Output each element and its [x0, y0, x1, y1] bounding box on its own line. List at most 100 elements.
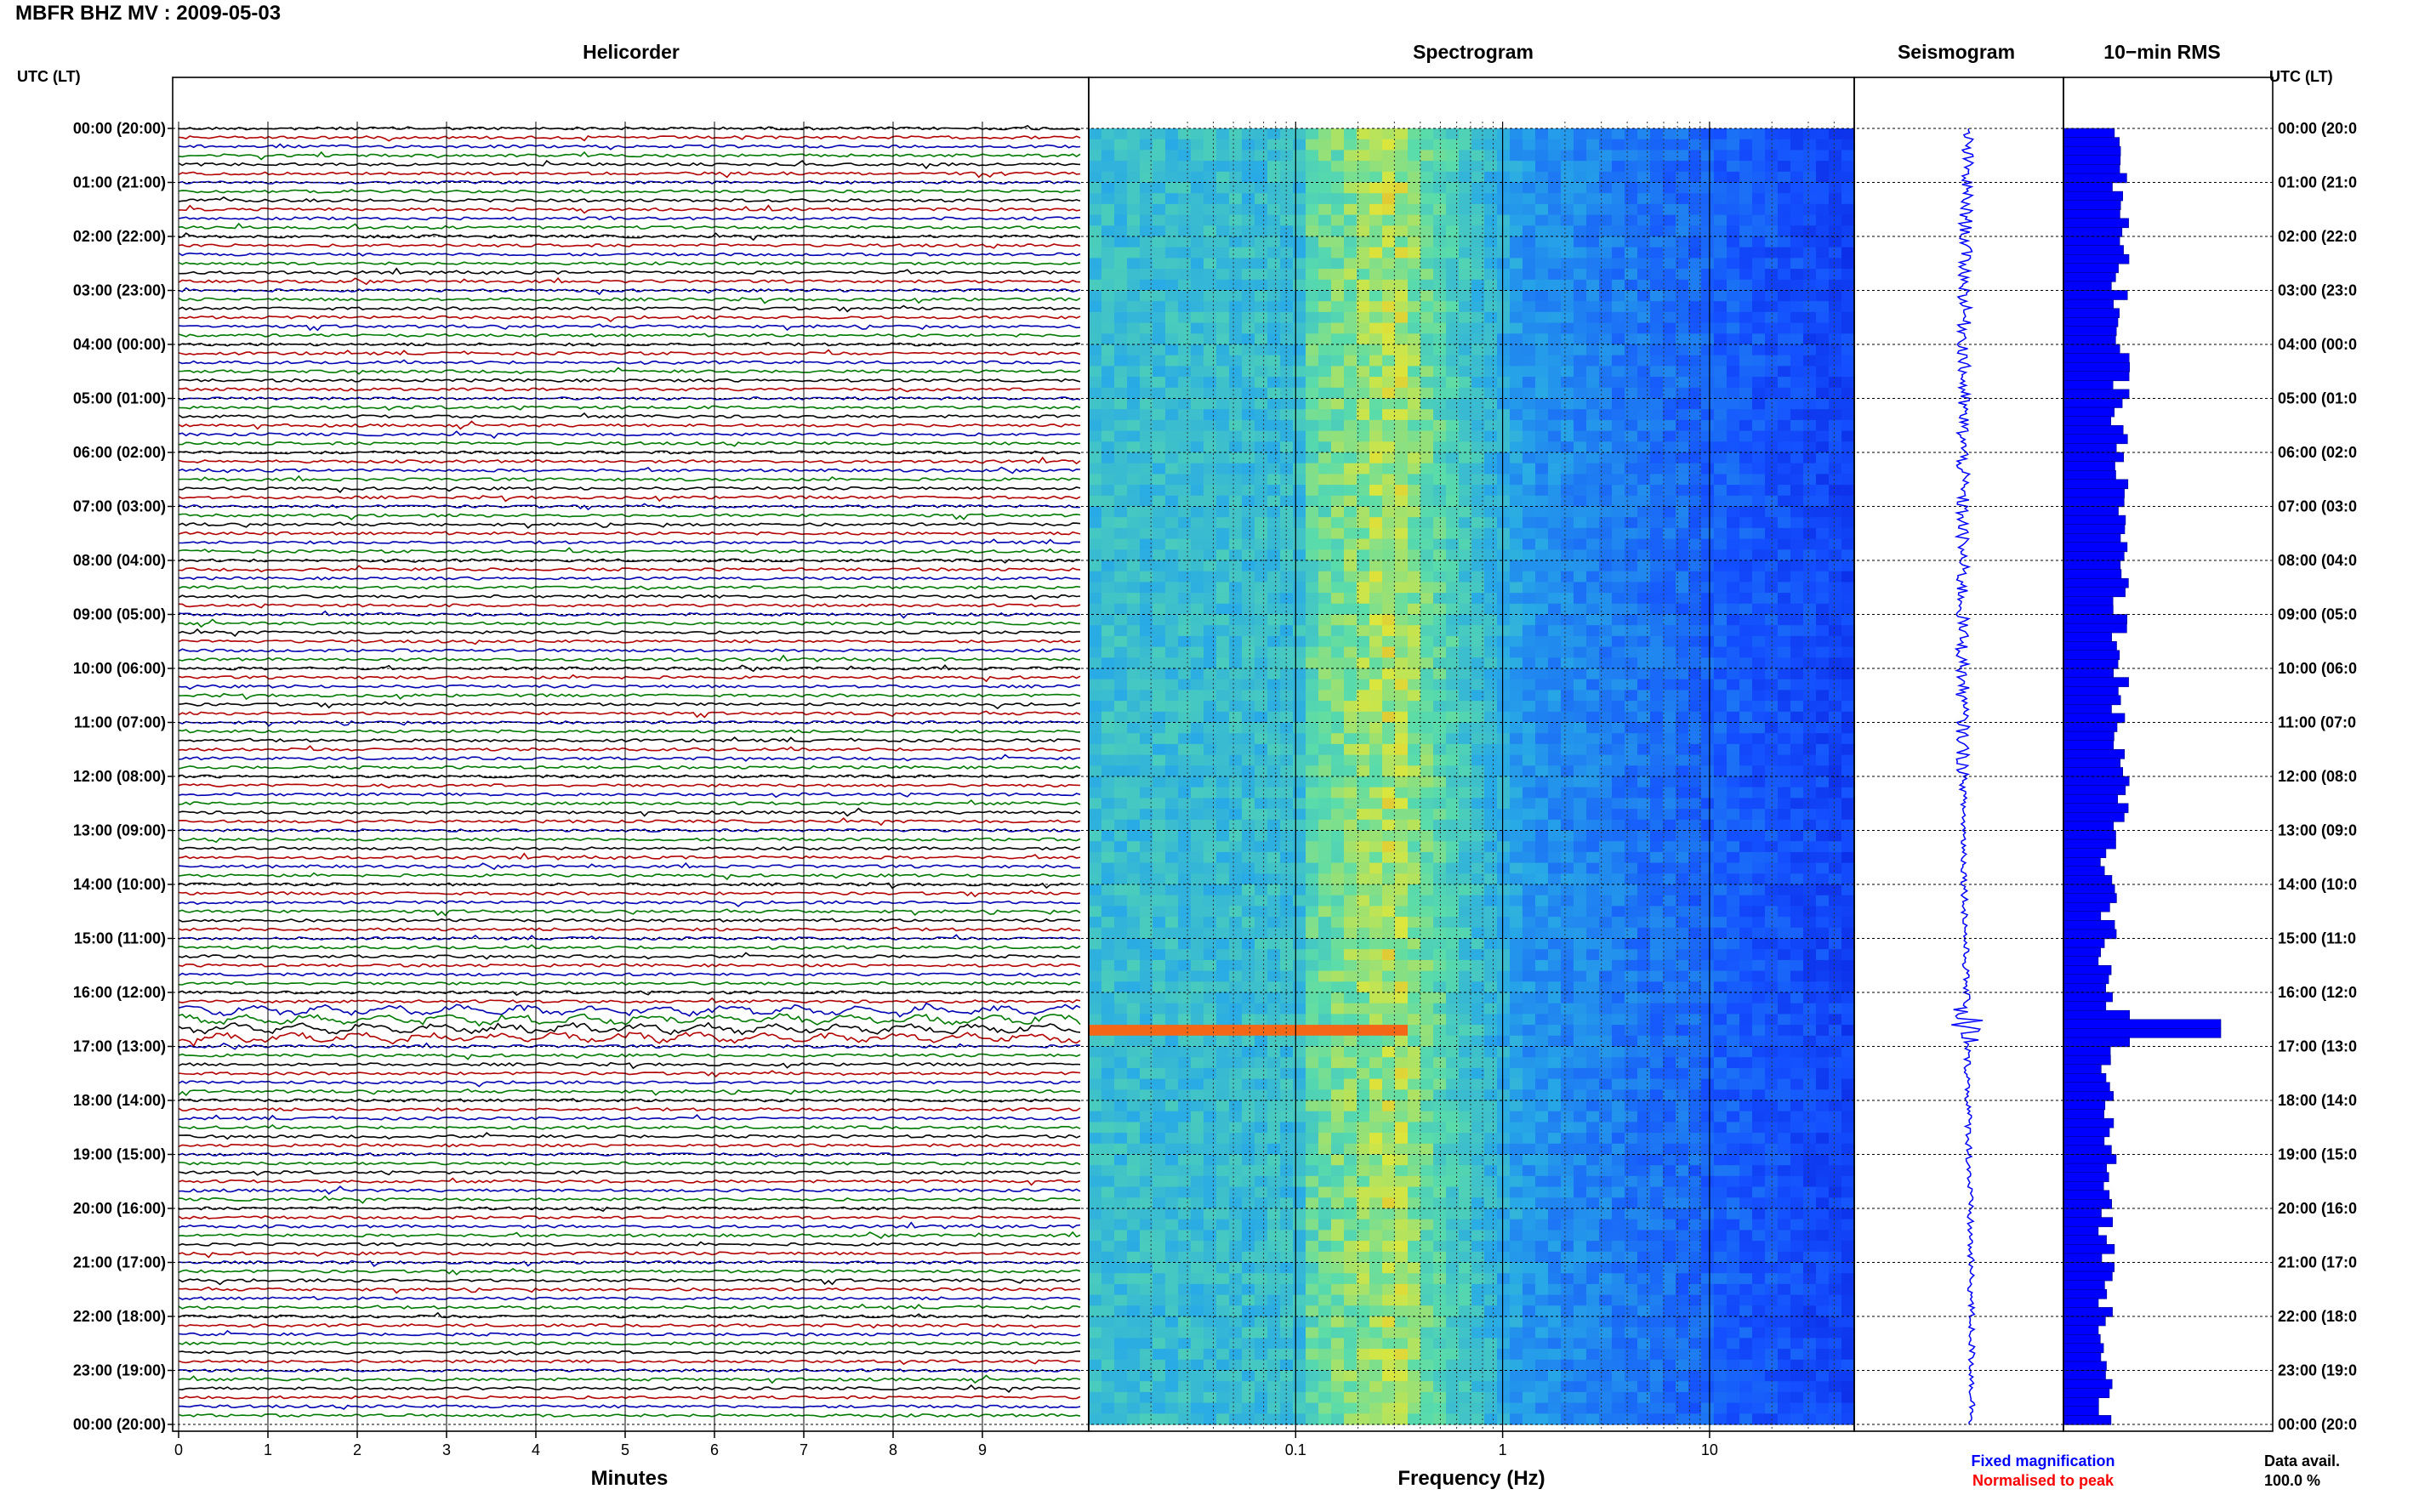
spectrogram-cell [1306, 225, 1319, 237]
spectrogram-cell [1574, 463, 1587, 475]
spectrogram-cell [1433, 614, 1447, 626]
spectrogram-cell [1714, 711, 1727, 724]
spectrogram-cell [1191, 387, 1204, 400]
spectrogram-cell [1484, 269, 1498, 281]
spectrogram-cell [1650, 722, 1664, 734]
spectrogram-cell [1420, 873, 1434, 885]
spectrogram-cell [1510, 830, 1523, 842]
spectrogram-cell [1140, 452, 1153, 464]
spectrogram-cell [1548, 841, 1562, 853]
spectrogram-cell [1216, 603, 1230, 616]
spectrogram-cell [1331, 247, 1345, 259]
spectrogram-cell [1153, 733, 1166, 745]
spectrogram-cell [1650, 851, 1664, 864]
spectrogram-cell [1535, 917, 1549, 929]
spectrogram-cell [1242, 355, 1255, 367]
helicorder-trace-row [179, 618, 1081, 628]
spectrogram-cell [1369, 247, 1383, 259]
spectrogram-cell [1280, 603, 1294, 616]
spectrogram-cell [1625, 355, 1638, 367]
spectrogram-cell [1599, 366, 1613, 378]
helicorder-trace-row [179, 944, 1081, 950]
spectrogram-cell [1101, 646, 1115, 658]
spectrogram-cell [1471, 927, 1485, 940]
spectrogram-cell [1637, 776, 1651, 788]
spectrogram-cell [1523, 970, 1536, 982]
spectrogram-cell [1612, 430, 1625, 442]
spectrogram-cell [1318, 485, 1332, 497]
spectrogram-cell [1178, 419, 1192, 432]
spectrogram-cell [1535, 203, 1549, 216]
spectrogram-cell [1803, 722, 1817, 734]
spectrogram-cell [1369, 182, 1383, 194]
spectrogram-cell [1765, 841, 1779, 853]
spectrogram-cell [1395, 571, 1409, 583]
spectrogram-cell [1714, 387, 1727, 400]
spectrogram-cell [1408, 344, 1421, 356]
spectrogram-cell [1841, 711, 1855, 724]
spectrogram-cell [1433, 377, 1447, 389]
spectrogram-cell [1369, 193, 1383, 205]
spectrogram-cell [1701, 463, 1715, 475]
spectrogram-cell [1548, 938, 1562, 950]
spectrogram-cell [1574, 344, 1587, 356]
spectrogram-cell [1574, 733, 1587, 745]
spectrogram-cell [1625, 214, 1638, 226]
spectrogram-cell [1765, 668, 1779, 680]
spectrogram-cell [1727, 603, 1740, 616]
spectrogram-cell [1369, 128, 1383, 140]
spectrogram-cell [1395, 614, 1409, 626]
spectrogram-cell [1306, 614, 1319, 626]
spectrogram-cell [1752, 150, 1766, 162]
spectrogram-cell [1803, 247, 1817, 259]
spectrogram-cell [1790, 711, 1804, 724]
spectrogram-cell [1829, 517, 1842, 529]
spectrogram-cell [1369, 355, 1383, 367]
spectrogram-cell [1727, 970, 1740, 982]
spectrogram-cell [1229, 301, 1243, 313]
spectrogram-cell [1497, 711, 1511, 724]
spectrogram-cell [1612, 635, 1625, 648]
spectrogram-cell [1293, 895, 1306, 907]
spectrogram-cell [1216, 527, 1230, 540]
spectrogram-cell [1153, 992, 1166, 1004]
spectrogram-cell [1229, 279, 1243, 292]
spectrogram-cell [1433, 225, 1447, 237]
spectrogram-cell [1344, 830, 1357, 842]
spectrogram-cell [1497, 701, 1511, 713]
spectrogram-cell [1216, 258, 1230, 270]
spectrogram-cell [1293, 182, 1306, 194]
spectrogram-cell [1663, 851, 1676, 864]
spectrogram-cell [1101, 171, 1115, 184]
spectrogram-cell [1446, 366, 1460, 378]
spectrogram-cell [1841, 355, 1855, 367]
spectrogram-cell [1267, 538, 1281, 550]
spectrogram-cell [1165, 333, 1179, 345]
spectrogram-cell [1369, 776, 1383, 788]
spectrogram-cell [1369, 279, 1383, 292]
spectrogram-cell [1344, 851, 1357, 864]
spectrogram-cell [1739, 917, 1753, 929]
spectrogram-cell [1752, 538, 1766, 550]
spectrogram-cell [1510, 862, 1523, 874]
helicorder-trace-row [178, 692, 1081, 701]
spectrogram-cell [1267, 711, 1281, 724]
spectrogram-cell [1306, 765, 1319, 777]
spectrogram-cell [1178, 851, 1192, 864]
spectrogram-cell [1280, 646, 1294, 658]
spectrogram-cell [1306, 344, 1319, 356]
spectrogram-cell [1216, 765, 1230, 777]
spectrogram-cell [1739, 668, 1753, 680]
spectrogram-cell [1459, 754, 1472, 766]
spectrogram-cell [1663, 366, 1676, 378]
spectrogram-cell [1816, 452, 1830, 464]
spectrogram-cell [1714, 679, 1727, 691]
spectrogram-cell [1841, 322, 1855, 334]
spectrogram-cell [1331, 355, 1345, 367]
spectrogram-cell [1408, 538, 1421, 550]
spectrogram-cell [1523, 927, 1536, 940]
spectrogram-cell [1114, 992, 1128, 1004]
spectrogram-cell [1663, 139, 1676, 151]
spectrogram-cell [1344, 150, 1357, 162]
spectrogram-cell [1548, 322, 1562, 334]
